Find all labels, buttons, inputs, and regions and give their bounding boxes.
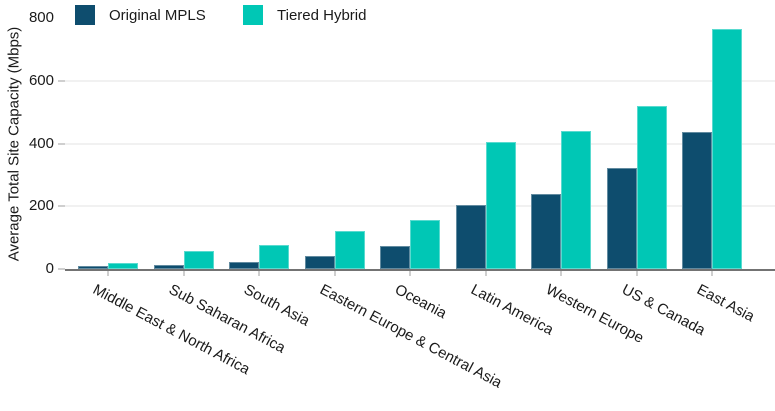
bar — [485, 141, 516, 269]
bar — [259, 245, 289, 269]
legend-label-tiered-hybrid: Tiered Hybrid — [277, 7, 367, 24]
bar — [229, 262, 259, 269]
x-tick-mark — [635, 271, 638, 276]
y-tick-label-400: 400 — [28, 134, 54, 152]
y-tick-mark-0 — [58, 268, 65, 270]
bar — [78, 266, 108, 269]
y-tick-mark-200 — [58, 205, 65, 208]
y-tick-label-0: 0 — [45, 260, 54, 277]
bar — [455, 204, 486, 269]
x-tick-mark — [258, 271, 260, 276]
gridline-200 — [65, 205, 775, 208]
x-tick-mark — [484, 271, 487, 276]
x-tick-mark — [711, 271, 713, 276]
bar — [561, 130, 591, 269]
bar — [334, 231, 365, 269]
x-axis-category-label: East Asia — [694, 281, 758, 326]
bar — [636, 105, 667, 269]
bar — [682, 131, 712, 269]
x-tick-mark — [107, 271, 109, 276]
bar — [304, 256, 335, 269]
bar — [183, 250, 214, 269]
x-axis-category-label: Latin America — [467, 281, 556, 339]
bar — [606, 167, 637, 269]
x-tick-mark — [560, 271, 562, 276]
bar — [108, 263, 138, 269]
legend: Original MPLS Tiered Hybrid — [0, 0, 775, 30]
x-axis-line — [65, 269, 775, 271]
bar — [380, 246, 410, 269]
bar — [410, 220, 440, 269]
gridline-400 — [65, 142, 775, 145]
gridline-600 — [65, 79, 775, 82]
x-axis-category-label: Oceania — [392, 281, 450, 323]
x-tick-mark — [333, 271, 336, 276]
x-tick-mark — [182, 271, 185, 276]
legend-swatch-original-mpls — [75, 5, 95, 25]
y-tick-label-600: 600 — [28, 71, 54, 89]
y-tick-label-800: 800 — [28, 9, 54, 26]
legend-swatch-tiered-hybrid — [243, 5, 263, 25]
bar — [153, 265, 184, 269]
legend-label-original-mpls: Original MPLS — [109, 7, 206, 24]
y-tick-mark-400 — [58, 142, 65, 145]
y-tick-mark-600 — [58, 79, 65, 82]
bar — [712, 28, 742, 269]
x-tick-mark — [409, 271, 411, 276]
bar — [531, 194, 561, 269]
y-tick-label-200: 200 — [28, 197, 54, 215]
